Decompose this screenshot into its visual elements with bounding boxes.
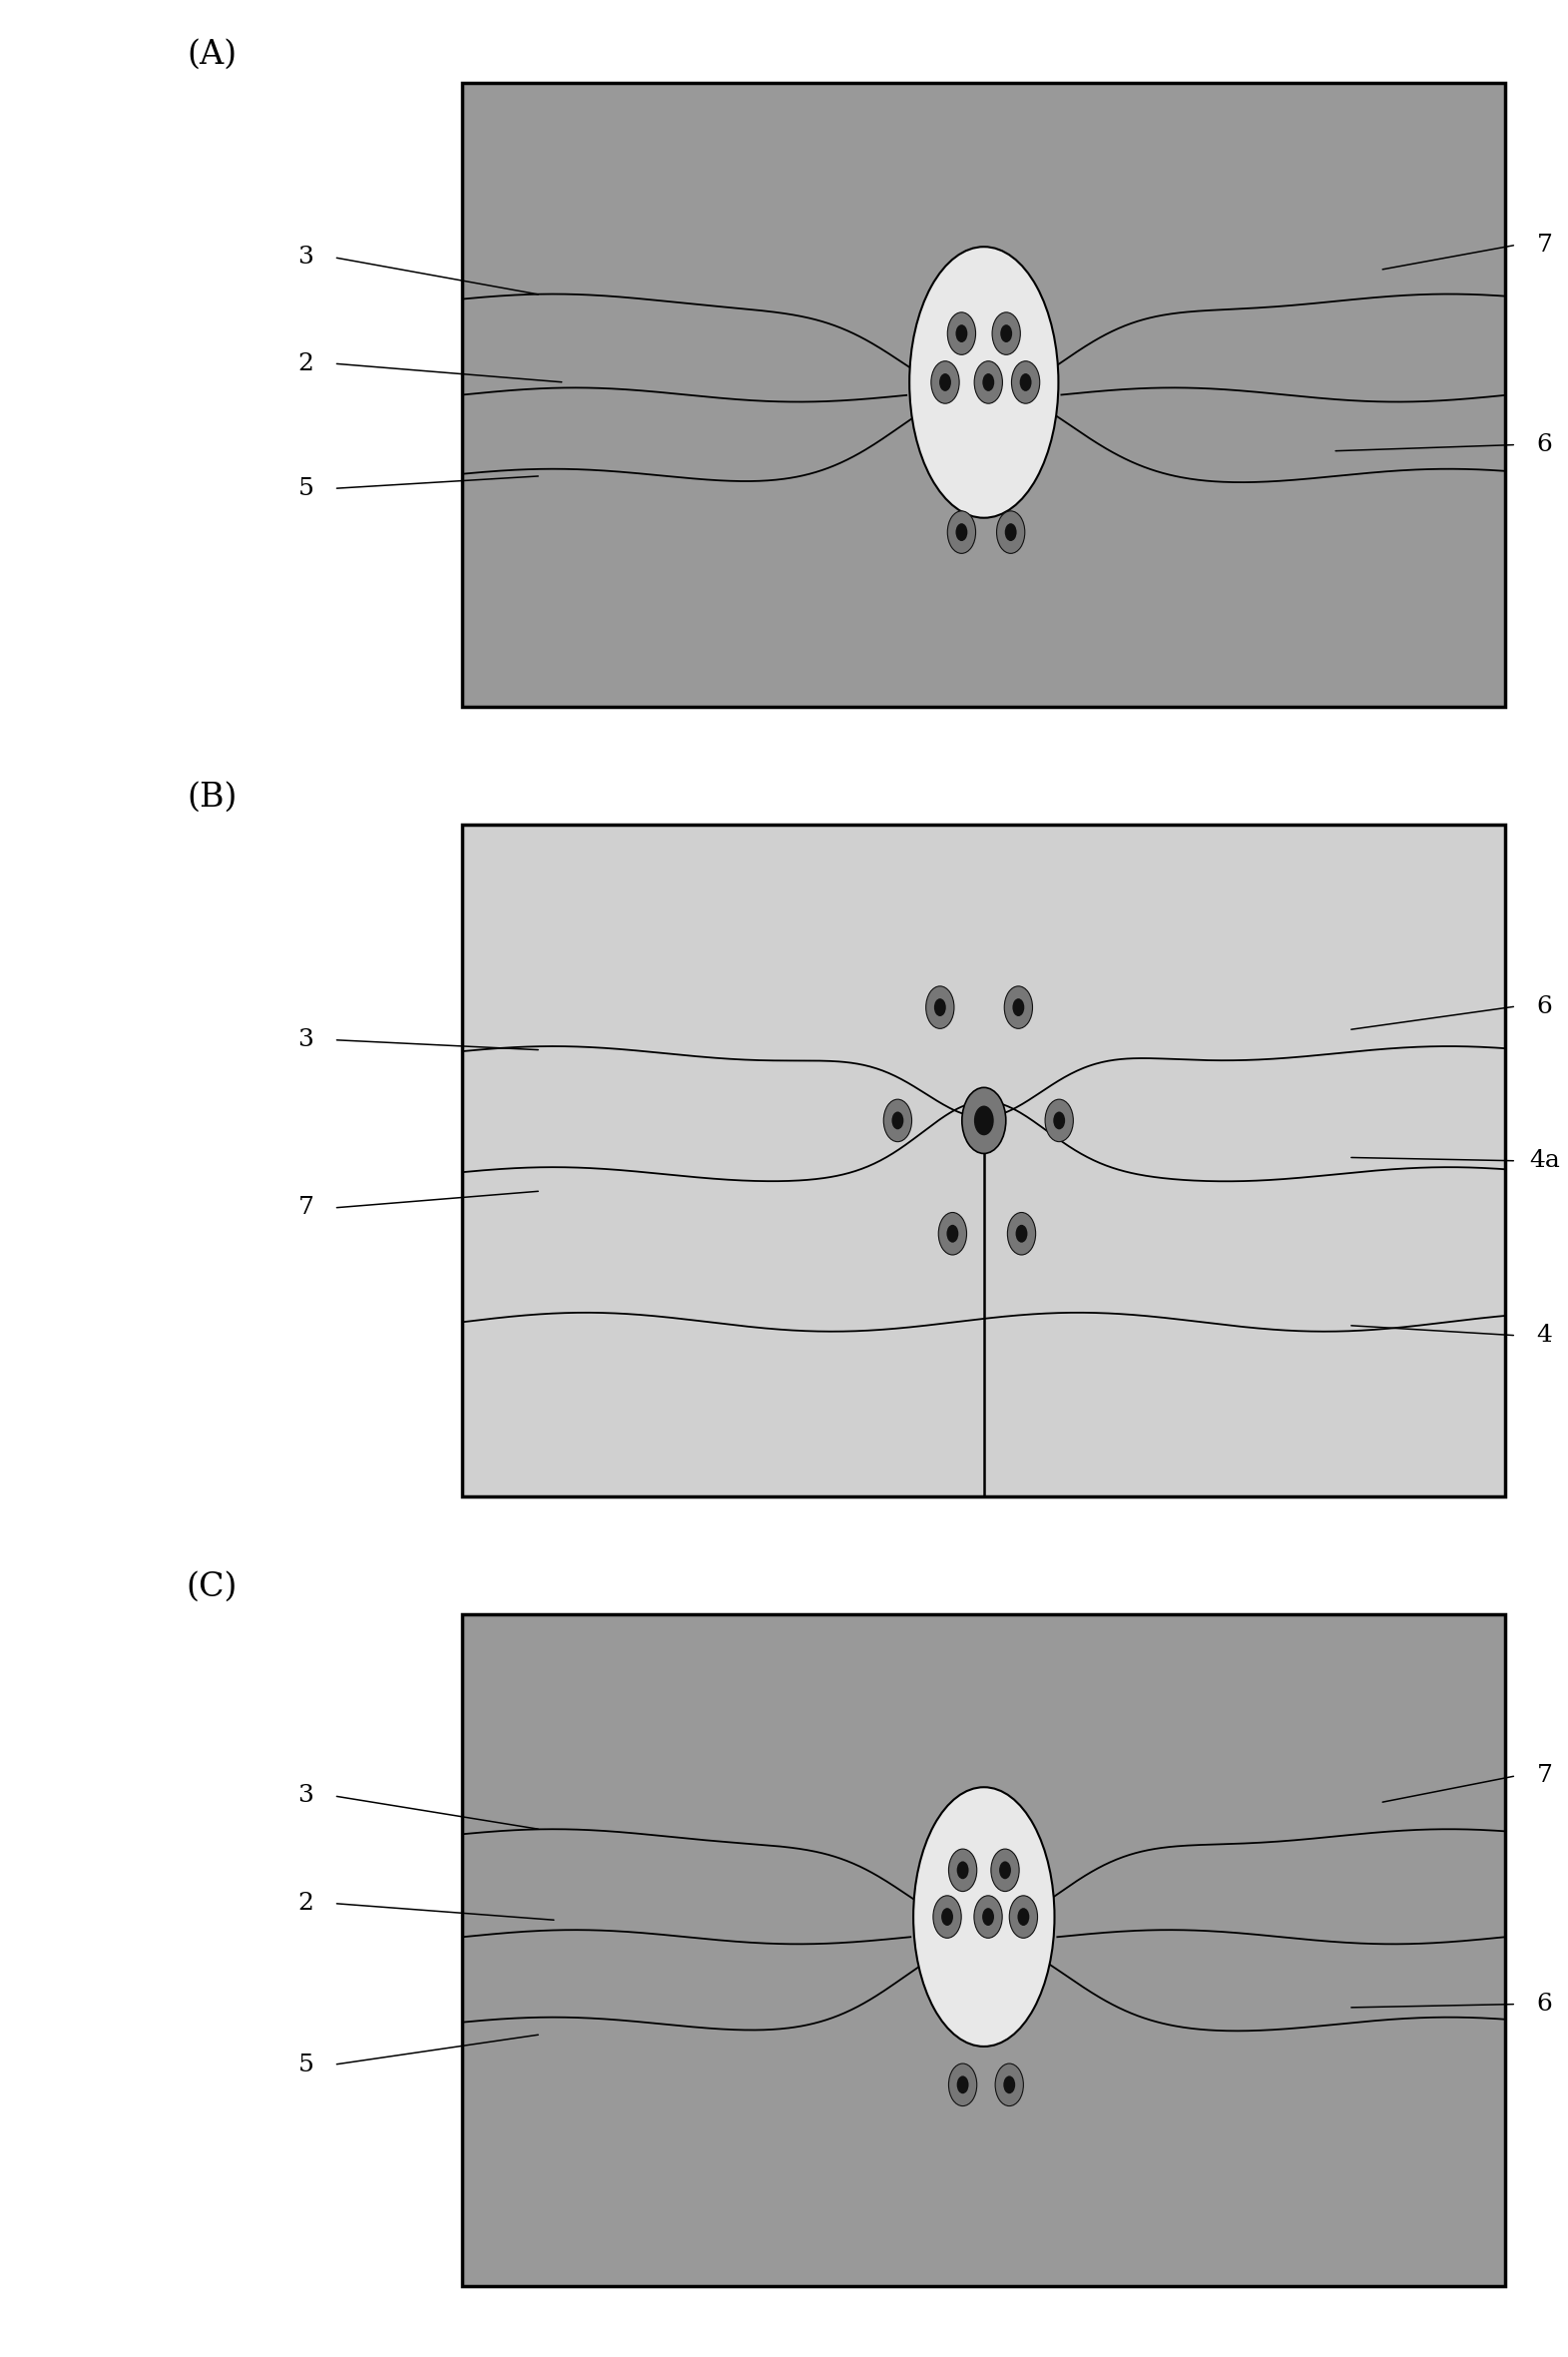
Circle shape [925, 985, 953, 1028]
Circle shape [947, 313, 975, 356]
Text: 2: 2 [298, 1893, 314, 1914]
Bar [463, 1615, 1505, 2286]
Text: 6: 6 [1537, 434, 1552, 457]
Text: 3: 3 [298, 1028, 314, 1051]
Circle shape [1054, 1113, 1065, 1129]
Text: 2: 2 [298, 351, 314, 375]
Text: 3: 3 [298, 1784, 314, 1808]
Text: 6: 6 [1537, 1992, 1552, 2015]
Text: 5: 5 [298, 476, 314, 500]
Circle shape [955, 523, 967, 542]
Circle shape [892, 1113, 903, 1129]
Text: (B): (B) [187, 780, 237, 813]
Circle shape [1019, 372, 1032, 391]
Text: (A): (A) [187, 38, 237, 71]
Circle shape [883, 1098, 911, 1141]
Circle shape [993, 313, 1021, 356]
Circle shape [949, 2065, 977, 2107]
Circle shape [938, 1211, 966, 1254]
Circle shape [949, 1848, 977, 1890]
Circle shape [939, 372, 952, 391]
Circle shape [991, 1848, 1019, 1890]
Circle shape [1018, 1907, 1029, 1926]
Circle shape [1013, 999, 1024, 1016]
Text: 4: 4 [1537, 1325, 1552, 1346]
Circle shape [974, 1105, 994, 1136]
Circle shape [996, 2065, 1024, 2107]
Circle shape [961, 1087, 1005, 1153]
Bar [463, 82, 1505, 707]
Circle shape [974, 361, 1002, 403]
Circle shape [941, 1907, 953, 1926]
Circle shape [1011, 361, 1040, 403]
Circle shape [947, 511, 975, 554]
Text: 7: 7 [1537, 233, 1552, 257]
Circle shape [933, 1895, 961, 1937]
Circle shape [1016, 1226, 1027, 1242]
Circle shape [931, 361, 960, 403]
Circle shape [1044, 1098, 1073, 1141]
Circle shape [1005, 523, 1016, 542]
Circle shape [955, 325, 967, 342]
Circle shape [956, 2077, 969, 2093]
Circle shape [997, 511, 1025, 554]
Text: 7: 7 [298, 1197, 314, 1219]
Text: 7: 7 [1537, 1765, 1552, 1787]
Circle shape [947, 1226, 958, 1242]
Circle shape [983, 372, 994, 391]
Circle shape [956, 1862, 969, 1879]
Circle shape [1000, 325, 1013, 342]
Circle shape [982, 1907, 994, 1926]
Text: 5: 5 [298, 2053, 314, 2077]
Bar [463, 825, 1505, 1497]
Text: 3: 3 [298, 245, 314, 269]
Circle shape [935, 999, 946, 1016]
Text: 4a: 4a [1529, 1150, 1560, 1171]
Circle shape [1004, 2077, 1014, 2093]
Text: 6: 6 [1537, 995, 1552, 1018]
Text: (C): (C) [187, 1570, 237, 1603]
Circle shape [1010, 1895, 1038, 1937]
Ellipse shape [913, 1787, 1054, 2046]
Circle shape [1004, 985, 1032, 1028]
Circle shape [999, 1862, 1011, 1879]
Ellipse shape [909, 247, 1058, 519]
Circle shape [974, 1895, 1002, 1937]
Circle shape [1007, 1211, 1035, 1254]
